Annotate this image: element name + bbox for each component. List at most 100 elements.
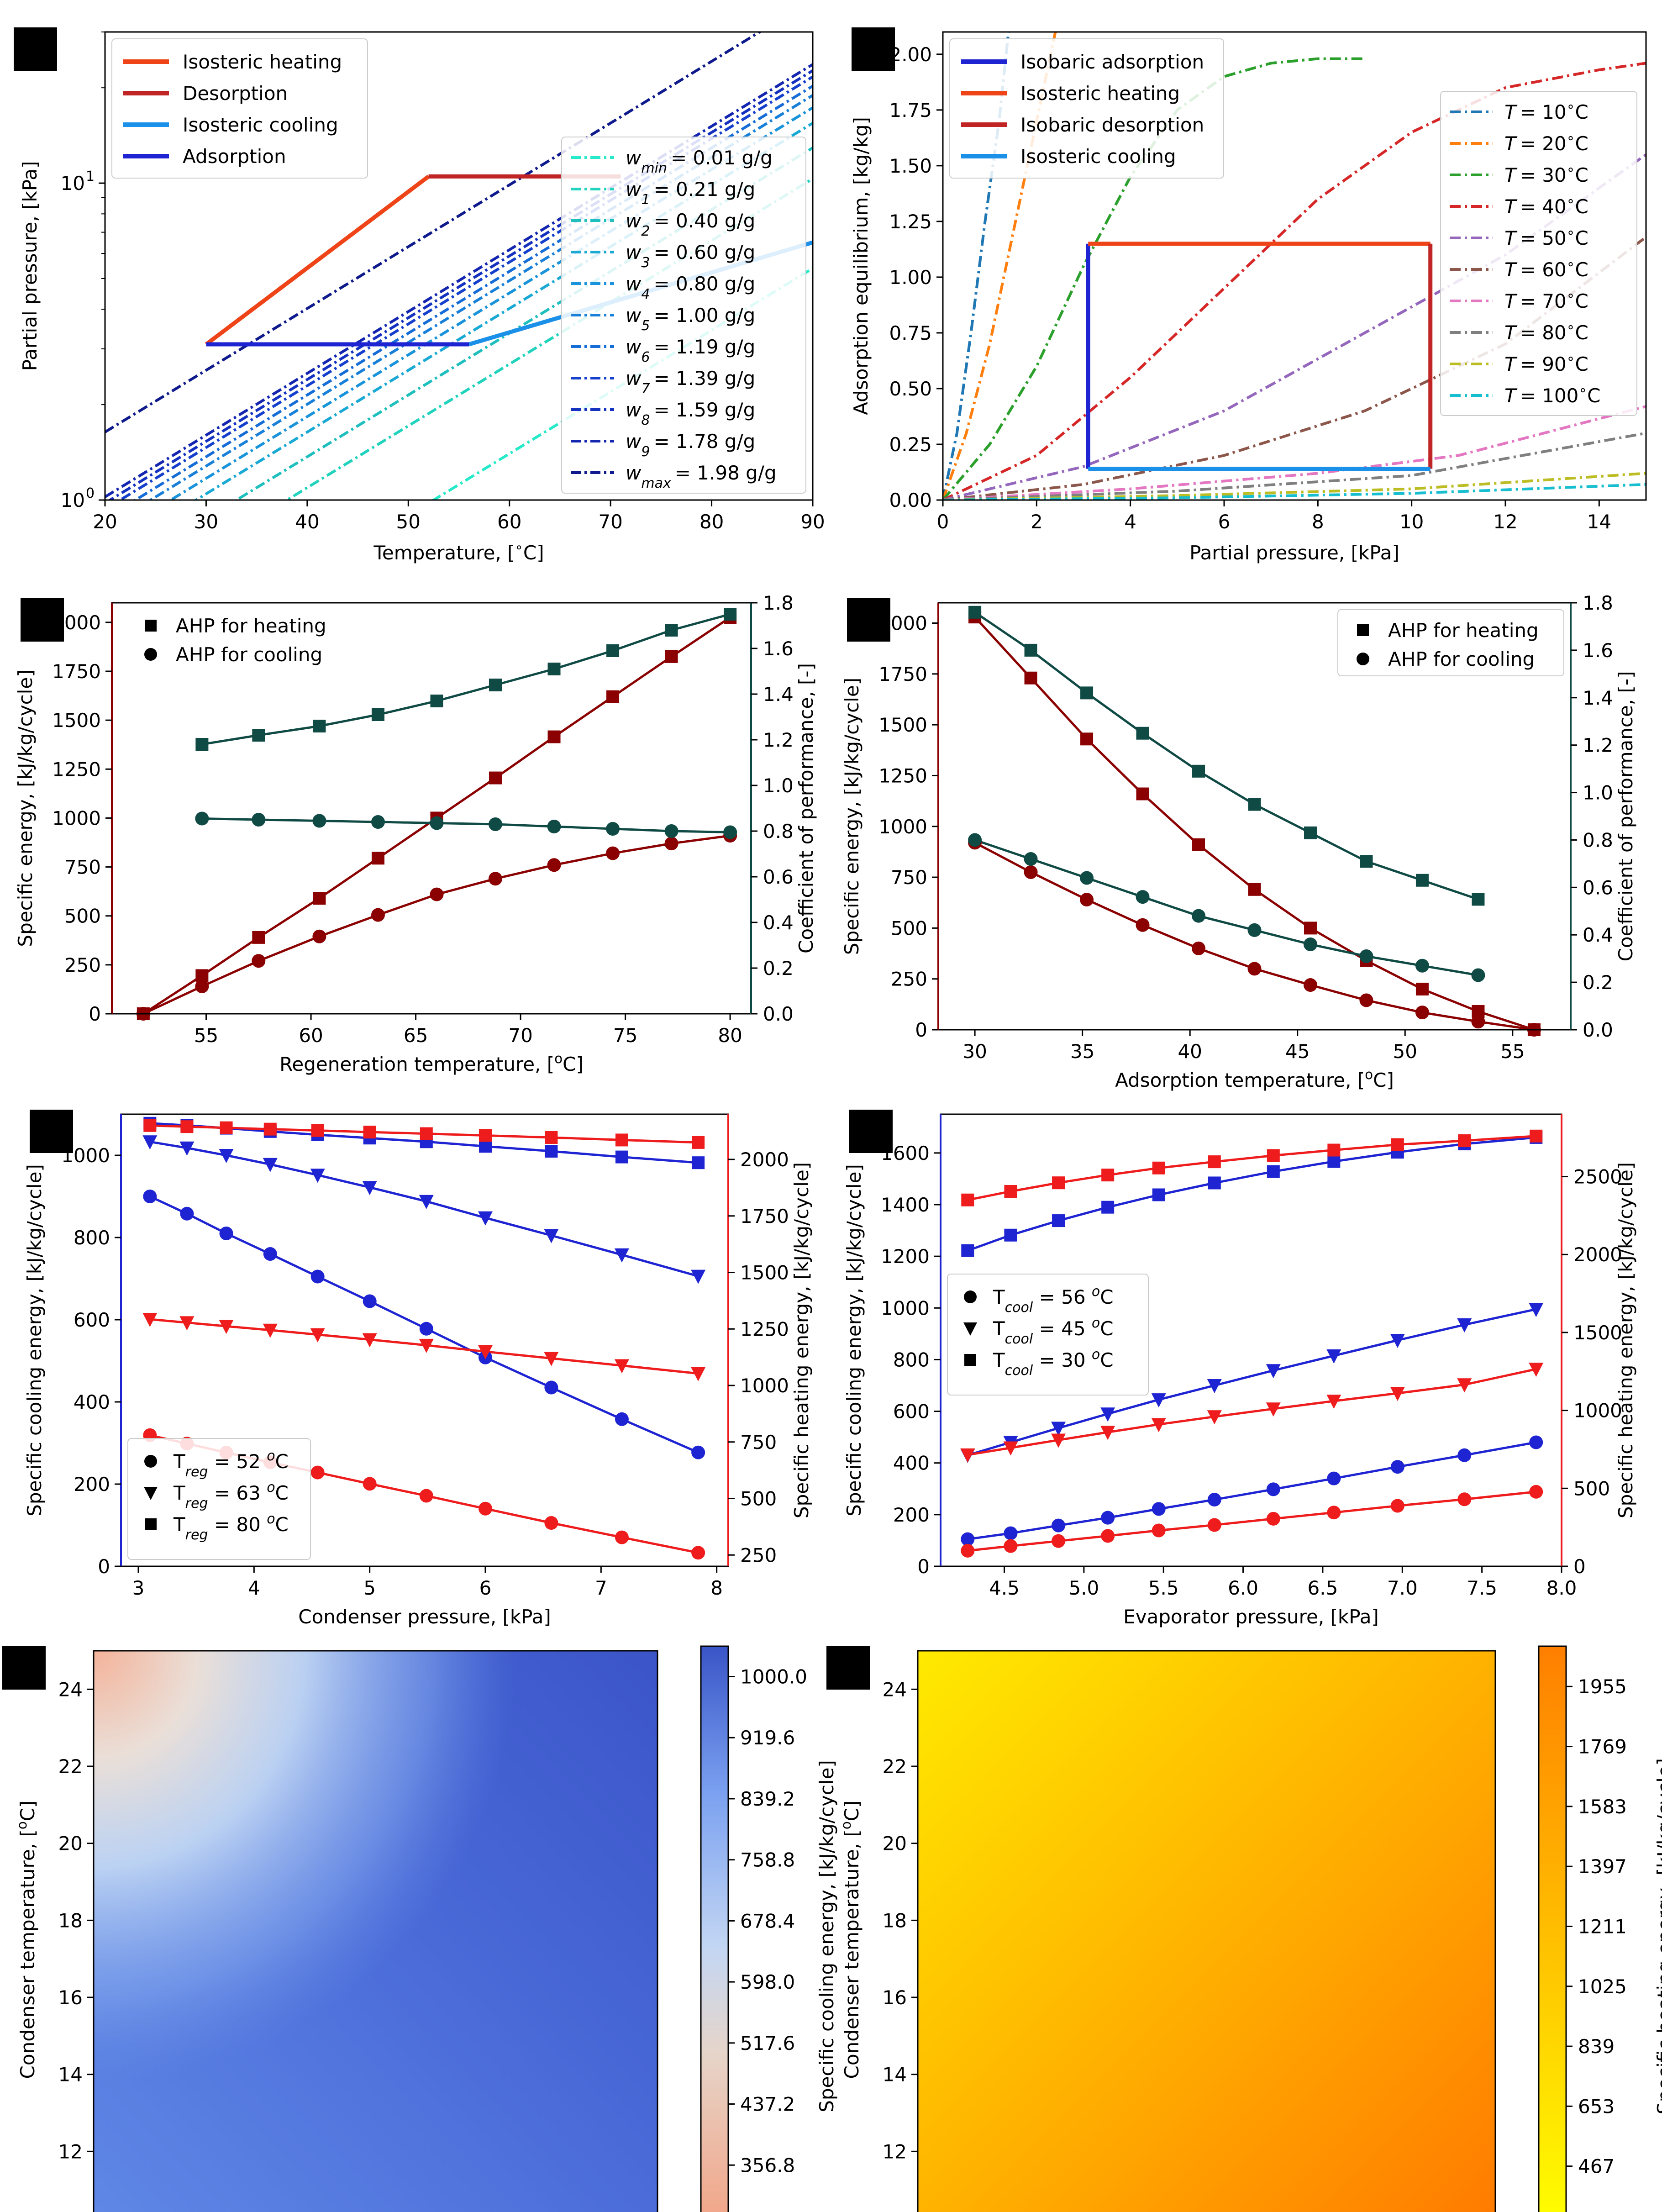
symbol: w (626, 273, 642, 295)
x-tick-label: 90 (800, 511, 825, 533)
symbol: T (1504, 353, 1518, 375)
square-marker (252, 931, 265, 944)
colorbar-tick-label: 356.8 (740, 2154, 795, 2176)
y-tick-label: 1.00 (889, 266, 932, 289)
series-line (142, 834, 731, 1014)
text-run: Adsorption equilibrium, [kg/kg] (850, 117, 872, 415)
colorbar (1538, 1645, 1567, 2212)
circle-marker (219, 1227, 233, 1240)
y2-tick-label: 1500 (740, 1262, 789, 1284)
circle-marker (1080, 871, 1094, 885)
circle-marker (1327, 1506, 1341, 1520)
superscript: o (267, 1480, 275, 1496)
x-tick-label: 4 (1124, 511, 1136, 533)
y2-tick-label: 1.8 (763, 592, 794, 614)
legend-label: Isosteric cooling (1020, 145, 1176, 168)
symbol: T (1504, 195, 1518, 218)
x-tick-label: 55 (1500, 1040, 1525, 1063)
circle-marker (1052, 1534, 1066, 1548)
unit: C (1575, 164, 1588, 186)
legend-label: w5 = 1.00 g/g (626, 304, 755, 334)
subscript: 5 (641, 318, 650, 334)
triangle-marker (144, 1487, 158, 1500)
colorbar-tick-label: 1769 (1578, 1736, 1627, 1758)
text-run: Condenser pressure, [kPa] (298, 1606, 551, 1628)
y-tick-label: 750 (64, 856, 101, 879)
circle-marker (544, 1380, 558, 1395)
y2-tick-label: 1000 (740, 1375, 789, 1397)
legend-box (1337, 609, 1564, 676)
unit: C (1575, 227, 1588, 249)
isotherm-line (943, 483, 1646, 500)
text-run: Evaporator pressure, [kPa] (1123, 1606, 1379, 1628)
unit: C (1100, 1317, 1113, 1340)
square-marker (489, 771, 502, 785)
value: = 10 (1520, 101, 1567, 123)
y2-tick-label: 0.0 (763, 1003, 794, 1025)
x-tick-label: 30 (962, 1040, 987, 1063)
superscript: o (554, 1051, 563, 1066)
panel-label: f (865, 1115, 877, 1150)
panel-f: 4.5 5.0 5.5 6.0 6.5 7.0 7.5 8.00200400600800100… (843, 1110, 1637, 1628)
circle-marker (1192, 941, 1206, 955)
square-marker (1024, 643, 1037, 657)
y2-tick-label: 1.0 (1583, 782, 1613, 804)
superscript: o (1092, 1315, 1100, 1331)
x-tick-label: 7.5 (1467, 1577, 1497, 1599)
square-marker (1248, 798, 1261, 811)
symbol: w (626, 241, 642, 263)
y2-tick-label: 0.4 (763, 911, 794, 934)
circle-marker (723, 825, 737, 839)
symbol: T (1504, 258, 1518, 281)
x-axis-label: Temperature, [∘C] (373, 539, 544, 564)
value: = 1.59 g/g (653, 399, 755, 421)
legend-label: AHP for cooling (176, 643, 322, 666)
triangle-marker (142, 1135, 158, 1150)
triangle-marker (1390, 1387, 1405, 1401)
colorbar-tick-label: 758.8 (740, 1849, 795, 1871)
circle-marker (430, 887, 444, 901)
square-marker (547, 663, 561, 675)
subscript: 2 (641, 223, 650, 239)
triangle-marker (1326, 1349, 1341, 1364)
y-tick-label: 0 (917, 1555, 930, 1578)
colorbar-tick-label: 1397 (1578, 1855, 1627, 1878)
y2-axis-label: Coefficient of performance, [-] (795, 663, 817, 953)
legend-label: Adsorption (183, 145, 286, 168)
value: = 1.98 g/g (675, 462, 777, 484)
colorbar-label: Specific cooling energy, [kJ/kg/cycle] (815, 1760, 838, 2112)
legend-label: w2 = 0.40 g/g (626, 210, 755, 239)
circle-marker (310, 1465, 325, 1480)
triangle-marker (960, 1448, 975, 1463)
symbol: w (626, 462, 642, 484)
y2-tick-label: 1.6 (763, 637, 794, 660)
square-marker (1101, 1201, 1115, 1214)
triangle-marker (1100, 1426, 1115, 1440)
y2-tick-label: 1.4 (1583, 687, 1613, 709)
y2-tick-label: 2500 (1573, 1166, 1622, 1188)
legend-label: Isosteric heating (183, 51, 342, 73)
y-tick-label: 200 (893, 1504, 930, 1526)
square-marker (545, 1131, 558, 1144)
legend-label: w1 = 0.21 g/g (626, 178, 755, 208)
value: = 0.01 g/g (671, 147, 773, 169)
x-tick-label: 0 (937, 511, 949, 533)
panel-label: e (42, 1115, 61, 1150)
colorbar-tick-label: 1025 (1578, 1975, 1627, 1998)
value: = 0.40 g/g (653, 210, 755, 232)
colorbar-tick-label: 1000.0 (740, 1666, 807, 1688)
square-marker (1208, 1155, 1221, 1169)
x-tick-label: 20 (93, 511, 117, 533)
panel-g: 5560657075801012141618202224Regeneration… (2, 1645, 838, 2212)
x-tick-label: 7.0 (1387, 1577, 1418, 1599)
x-tick-label: 8 (710, 1577, 723, 1599)
y-axis-label: Specific cooling energy, [kJ/kg/cycle] (23, 1164, 46, 1517)
y-tick-label: 14 (883, 2064, 907, 2086)
circle-marker (1024, 852, 1038, 866)
square-marker (968, 606, 982, 619)
value: = 80 (1520, 321, 1567, 344)
square-marker (545, 1145, 558, 1158)
superscript: ∘ (1567, 225, 1575, 241)
square-marker (1415, 982, 1429, 995)
value: = 45 (1033, 1317, 1092, 1340)
